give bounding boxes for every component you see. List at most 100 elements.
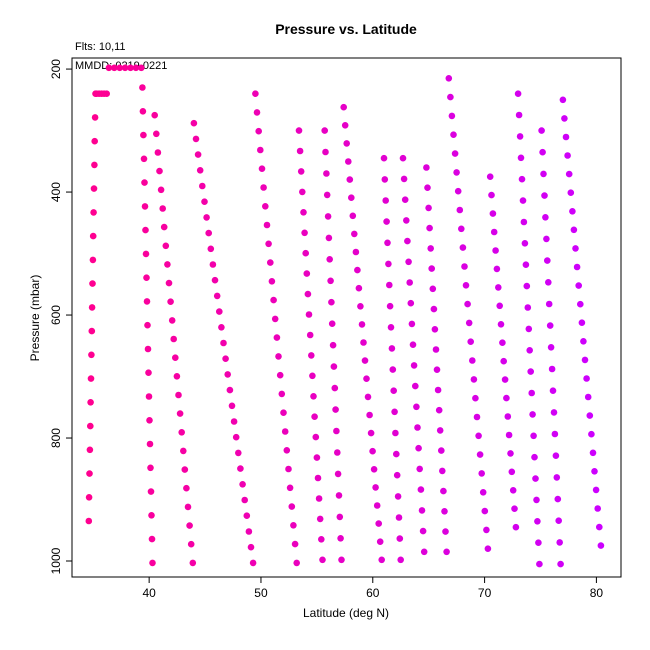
data-point-136 xyxy=(300,209,307,216)
data-point-196 xyxy=(372,484,379,491)
data-point-304 xyxy=(509,487,517,494)
data-point-322 xyxy=(529,411,536,418)
data-point-177 xyxy=(343,140,351,147)
data-point-341 xyxy=(548,365,556,373)
data-point-241 xyxy=(423,164,430,171)
data-point-169 xyxy=(334,449,341,456)
data-point-314 xyxy=(521,240,529,247)
data-point-39 xyxy=(143,274,150,282)
data-point-338 xyxy=(545,300,553,308)
data-point-9 xyxy=(88,304,96,311)
data-point-161 xyxy=(327,277,334,285)
data-point-357 xyxy=(569,208,576,215)
data-point-110 xyxy=(258,165,266,172)
data-point-90 xyxy=(218,324,225,331)
data-point-200 xyxy=(378,556,386,564)
data-point-170 xyxy=(334,470,342,478)
data-point-240 xyxy=(420,548,428,556)
data-point-224 xyxy=(403,217,410,224)
data-point-183 xyxy=(352,248,360,256)
data-point-104 xyxy=(247,543,255,551)
data-point-223 xyxy=(401,196,409,203)
data-point-337 xyxy=(545,279,552,286)
data-point-182 xyxy=(351,230,358,238)
data-point-62 xyxy=(167,298,174,306)
data-point-329 xyxy=(536,560,543,568)
data-point-222 xyxy=(400,175,408,183)
data-point-345 xyxy=(552,452,560,460)
data-point-234 xyxy=(414,424,421,431)
data-point-68 xyxy=(176,410,184,417)
data-point-215 xyxy=(393,450,400,458)
y-tick-label-2: 600 xyxy=(49,305,63,325)
data-point-44 xyxy=(145,393,153,400)
data-point-334 xyxy=(542,214,549,221)
data-point-256 xyxy=(439,467,446,475)
data-point-117 xyxy=(270,296,277,304)
data-point-72 xyxy=(183,484,190,492)
data-point-195 xyxy=(370,466,378,473)
data-point-67 xyxy=(175,391,182,399)
data-point-276 xyxy=(469,357,476,364)
data-point-261 xyxy=(445,75,453,82)
data-point-271 xyxy=(461,263,468,270)
data-point-375 xyxy=(597,542,605,549)
data-point-7 xyxy=(89,256,97,264)
data-point-73 xyxy=(184,503,192,511)
data-point-34 xyxy=(140,155,148,163)
data-point-206 xyxy=(385,260,392,268)
data-point-165 xyxy=(330,363,338,370)
data-point-189 xyxy=(361,357,369,364)
data-point-56 xyxy=(157,186,165,194)
data-point-37 xyxy=(142,226,149,234)
data-point-157 xyxy=(323,191,331,199)
data-point-16 xyxy=(86,470,93,477)
data-point-146 xyxy=(311,413,318,421)
data-point-105 xyxy=(249,559,257,567)
data-point-363 xyxy=(578,319,586,327)
data-point-267 xyxy=(454,187,462,195)
y-axis: 200 400 600 800 1000 xyxy=(49,59,72,574)
data-point-95 xyxy=(228,402,236,410)
data-point-374 xyxy=(596,523,603,531)
data-point-210 xyxy=(388,345,396,352)
data-point-77 xyxy=(190,119,198,127)
data-point-192 xyxy=(366,411,373,419)
data-point-263 xyxy=(448,112,456,120)
data-point-91 xyxy=(220,339,227,347)
data-point-355 xyxy=(565,170,573,178)
data-point-286 xyxy=(484,545,492,552)
data-point-299 xyxy=(503,394,510,402)
data-point-294 xyxy=(496,302,504,310)
data-point-142 xyxy=(306,331,314,339)
data-point-1 xyxy=(91,114,99,121)
data-point-46 xyxy=(146,440,154,448)
data-point-121 xyxy=(276,371,284,379)
data-point-225 xyxy=(404,237,411,245)
data-point-344 xyxy=(551,430,559,438)
data-point-367 xyxy=(584,393,592,401)
data-point-283 xyxy=(479,489,487,496)
data-point-298 xyxy=(501,376,509,383)
data-point-324 xyxy=(531,453,538,461)
data-point-47 xyxy=(147,464,154,472)
data-point-151 xyxy=(316,515,324,523)
data-point-274 xyxy=(465,319,473,327)
data-point-166 xyxy=(331,384,339,392)
data-point-264 xyxy=(450,131,457,138)
data-point-237 xyxy=(417,486,425,493)
data-point-340 xyxy=(547,344,555,351)
data-point-260 xyxy=(443,548,450,556)
x-tick-label-3: 70 xyxy=(478,586,492,600)
data-point-309 xyxy=(516,133,524,140)
data-point-119 xyxy=(273,334,281,341)
data-point-50 xyxy=(148,535,156,543)
data-point-174 xyxy=(338,556,345,564)
data-point-372 xyxy=(592,486,600,494)
data-point-60 xyxy=(164,261,171,268)
data-point-297 xyxy=(500,357,508,365)
data-point-362 xyxy=(577,300,584,308)
y-axis-label: Pressure (mbar) xyxy=(28,275,42,362)
data-point-352 xyxy=(561,115,568,122)
data-point-249 xyxy=(431,326,439,333)
